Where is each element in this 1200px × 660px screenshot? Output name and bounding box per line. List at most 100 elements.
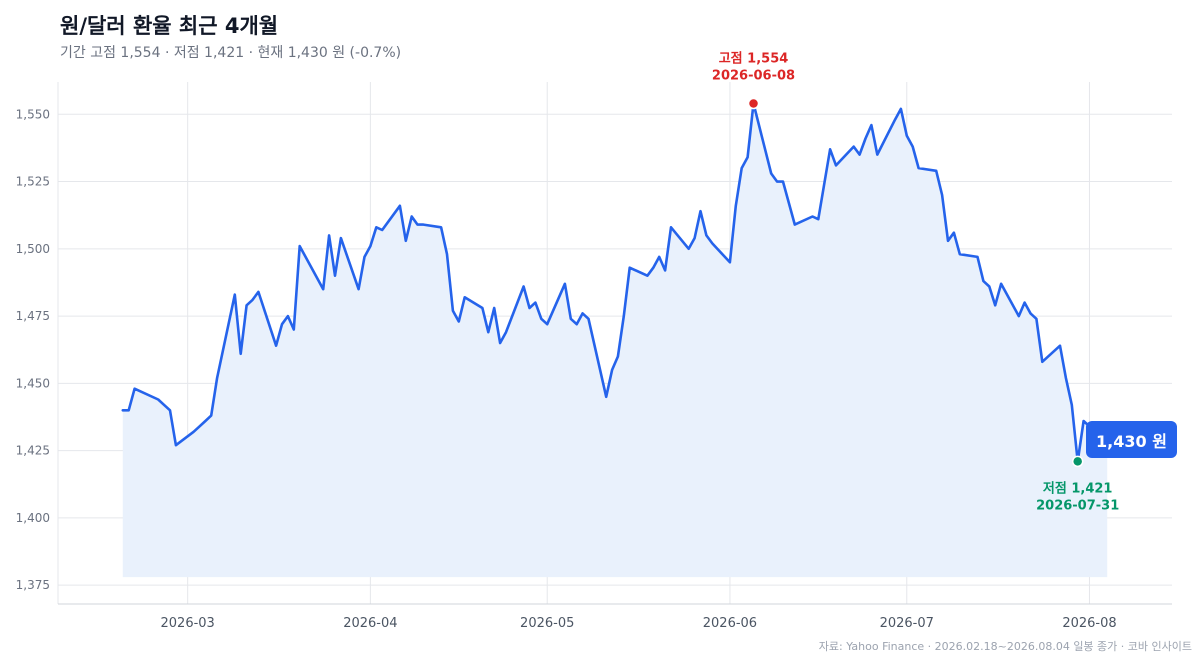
data-point [175,444,177,446]
data-point [917,167,919,169]
data-point [192,431,194,433]
high-label: 고점 1,554 [719,52,789,67]
data-point [688,248,690,250]
data-point [499,342,501,344]
y-tick-label: 1,525 [16,175,50,189]
data-point [941,194,943,196]
data-point [994,304,996,306]
data-point [452,310,454,312]
data-point [646,275,648,277]
x-tick-label: 2026-05 [520,616,574,631]
data-point [652,267,654,269]
series-line [121,102,1109,463]
data-point [853,145,855,147]
y-tick-label: 1,500 [16,242,50,256]
data-point [976,256,978,258]
data-point [204,420,206,422]
data-point [216,377,218,379]
data-point [906,135,908,137]
data-point [540,318,542,320]
data-point [481,307,483,309]
data-point [363,256,365,258]
y-tick-label: 1,400 [16,511,50,525]
data-point [576,323,578,325]
data-point [982,280,984,282]
data-point [122,409,124,411]
data-point [416,223,418,225]
data-point [411,215,413,217]
data-point [988,285,990,287]
data-point [605,396,607,398]
x-axis-ticks: 2026-03 2026-04 2026-05 2026-06 2026-07 2026-… [161,616,1117,631]
data-point [334,275,336,277]
source-note: 자료: Yahoo Finance · 2026.02.18~2026.08.0… [818,640,1192,653]
data-point [782,180,784,182]
data-point [528,307,530,309]
data-point [493,307,495,309]
data-point [1029,312,1031,314]
low-date: 2026-07-31 [1036,498,1119,513]
x-tick-label: 2026-04 [343,616,397,631]
data-point [381,229,383,231]
data-point [316,277,318,279]
data-point [693,237,695,239]
data-point [947,240,949,242]
data-point [169,409,171,411]
x-tick-label: 2026-07 [880,616,934,631]
data-point [458,320,460,322]
low-label: 저점 1,421 [1043,481,1113,496]
data-point [1035,318,1037,320]
data-point [587,318,589,320]
data-point [163,404,165,406]
data-point [1071,404,1073,406]
data-point [210,414,212,416]
y-tick-label: 1,425 [16,444,50,458]
data-point [340,237,342,239]
data-point [811,215,813,217]
data-point [699,210,701,212]
data-point [829,148,831,150]
data-point [570,318,572,320]
data-point [322,288,324,290]
data-point [776,180,778,182]
data-point [299,245,301,247]
data-point [858,153,860,155]
data-point [629,267,631,269]
x-tick-label: 2026-03 [161,616,215,631]
data-point [823,183,825,185]
data-point [670,226,672,228]
data-point [894,119,896,121]
data-point [446,253,448,255]
data-point [794,223,796,225]
data-point [741,167,743,169]
low-marker [1071,455,1084,468]
data-point [611,369,613,371]
data-point [522,285,524,287]
data-point [935,170,937,172]
data-point [876,153,878,155]
data-point [257,291,259,293]
data-point [1041,361,1043,363]
data-point [817,218,819,220]
data-point [953,232,955,234]
data-point [735,205,737,207]
data-point [835,164,837,166]
data-point [912,145,914,147]
data-point [464,296,466,298]
data-point [440,226,442,228]
data-point [546,323,548,325]
y-tick-label: 1,450 [16,376,50,390]
data-point [900,108,902,110]
high-date: 2026-06-08 [712,69,795,84]
data-point [1023,301,1025,303]
data-point [1000,283,1002,285]
data-point [746,156,748,158]
data-point [275,345,277,347]
x-tick-label: 2026-06 [703,616,757,631]
data-point [198,425,200,427]
data-point [623,315,625,317]
data-point [729,261,731,263]
data-point [959,253,961,255]
data-point [864,137,866,139]
